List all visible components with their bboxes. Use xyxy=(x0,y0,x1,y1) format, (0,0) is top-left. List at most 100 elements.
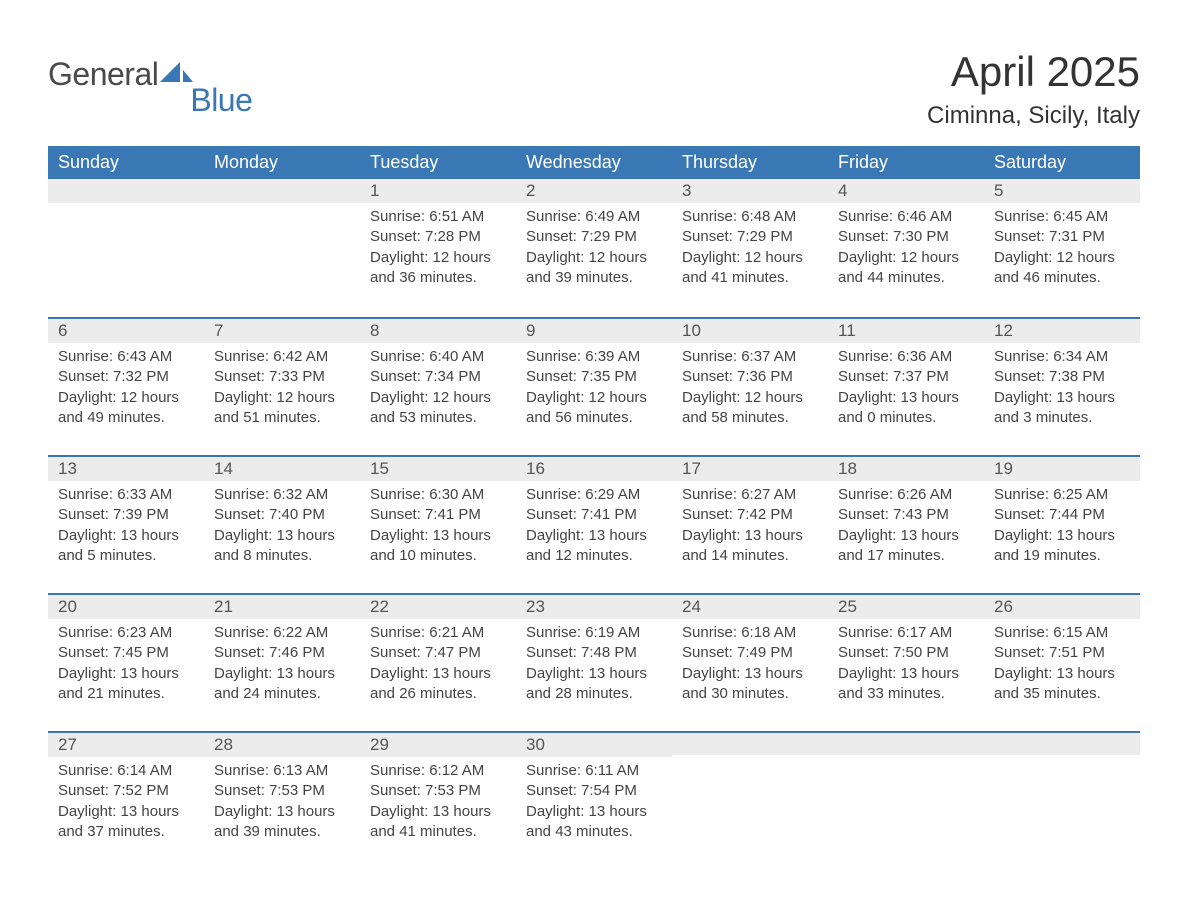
calendar-cell: 28Sunrise: 6:13 AMSunset: 7:53 PMDayligh… xyxy=(204,731,360,869)
day-body: Sunrise: 6:45 AMSunset: 7:31 PMDaylight:… xyxy=(984,203,1140,296)
daylight-text: Daylight: 13 hours and 14 minutes. xyxy=(682,526,818,567)
sunset-text: Sunset: 7:53 PM xyxy=(370,781,506,801)
calendar-cell: 7Sunrise: 6:42 AMSunset: 7:33 PMDaylight… xyxy=(204,317,360,455)
sunset-text: Sunset: 7:28 PM xyxy=(370,227,506,247)
day-number: 4 xyxy=(828,179,984,203)
sunset-text: Sunset: 7:29 PM xyxy=(526,227,662,247)
title-block: April 2025 Ciminna, Sicily, Italy xyxy=(927,48,1140,130)
daylight-text: Daylight: 13 hours and 33 minutes. xyxy=(838,664,974,705)
calendar-cell: 3Sunrise: 6:48 AMSunset: 7:29 PMDaylight… xyxy=(672,179,828,317)
calendar-body: 1Sunrise: 6:51 AMSunset: 7:28 PMDaylight… xyxy=(48,179,1140,869)
day-body: Sunrise: 6:30 AMSunset: 7:41 PMDaylight:… xyxy=(360,481,516,574)
day-body: Sunrise: 6:12 AMSunset: 7:53 PMDaylight:… xyxy=(360,757,516,850)
day-number: 13 xyxy=(48,455,204,481)
daylight-text: Daylight: 13 hours and 5 minutes. xyxy=(58,526,194,567)
weekday-header: Thursday xyxy=(672,146,828,179)
daylight-text: Daylight: 12 hours and 41 minutes. xyxy=(682,248,818,289)
calendar-cell: 15Sunrise: 6:30 AMSunset: 7:41 PMDayligh… xyxy=(360,455,516,593)
sunset-text: Sunset: 7:50 PM xyxy=(838,643,974,663)
day-number: 28 xyxy=(204,731,360,757)
calendar-cell: 6Sunrise: 6:43 AMSunset: 7:32 PMDaylight… xyxy=(48,317,204,455)
weekday-header: Sunday xyxy=(48,146,204,179)
page-title: April 2025 xyxy=(927,48,1140,96)
calendar-cell: 12Sunrise: 6:34 AMSunset: 7:38 PMDayligh… xyxy=(984,317,1140,455)
calendar-cell: 14Sunrise: 6:32 AMSunset: 7:40 PMDayligh… xyxy=(204,455,360,593)
sunrise-text: Sunrise: 6:45 AM xyxy=(994,207,1130,227)
daylight-text: Daylight: 13 hours and 8 minutes. xyxy=(214,526,350,567)
sunrise-text: Sunrise: 6:23 AM xyxy=(58,623,194,643)
calendar-week: 13Sunrise: 6:33 AMSunset: 7:39 PMDayligh… xyxy=(48,455,1140,593)
day-body: Sunrise: 6:22 AMSunset: 7:46 PMDaylight:… xyxy=(204,619,360,712)
day-number: 16 xyxy=(516,455,672,481)
day-body: Sunrise: 6:19 AMSunset: 7:48 PMDaylight:… xyxy=(516,619,672,712)
day-body: Sunrise: 6:49 AMSunset: 7:29 PMDaylight:… xyxy=(516,203,672,296)
day-body: Sunrise: 6:29 AMSunset: 7:41 PMDaylight:… xyxy=(516,481,672,574)
day-body: Sunrise: 6:51 AMSunset: 7:28 PMDaylight:… xyxy=(360,203,516,296)
calendar-cell: 8Sunrise: 6:40 AMSunset: 7:34 PMDaylight… xyxy=(360,317,516,455)
day-number: 11 xyxy=(828,317,984,343)
daylight-text: Daylight: 12 hours and 56 minutes. xyxy=(526,388,662,429)
calendar-cell xyxy=(984,731,1140,869)
sunset-text: Sunset: 7:51 PM xyxy=(994,643,1130,663)
sunrise-text: Sunrise: 6:43 AM xyxy=(58,347,194,367)
sunset-text: Sunset: 7:45 PM xyxy=(58,643,194,663)
calendar-cell: 25Sunrise: 6:17 AMSunset: 7:50 PMDayligh… xyxy=(828,593,984,731)
day-number: 5 xyxy=(984,179,1140,203)
daylight-text: Daylight: 13 hours and 3 minutes. xyxy=(994,388,1130,429)
sunrise-text: Sunrise: 6:34 AM xyxy=(994,347,1130,367)
sunrise-text: Sunrise: 6:26 AM xyxy=(838,485,974,505)
sunset-text: Sunset: 7:34 PM xyxy=(370,367,506,387)
sunset-text: Sunset: 7:52 PM xyxy=(58,781,194,801)
day-number: 26 xyxy=(984,593,1140,619)
day-body: Sunrise: 6:13 AMSunset: 7:53 PMDaylight:… xyxy=(204,757,360,850)
logo: General Blue xyxy=(48,48,254,93)
sunrise-text: Sunrise: 6:49 AM xyxy=(526,207,662,227)
day-body: Sunrise: 6:17 AMSunset: 7:50 PMDaylight:… xyxy=(828,619,984,712)
sunset-text: Sunset: 7:41 PM xyxy=(370,505,506,525)
daylight-text: Daylight: 12 hours and 36 minutes. xyxy=(370,248,506,289)
sunset-text: Sunset: 7:49 PM xyxy=(682,643,818,663)
day-number: 1 xyxy=(360,179,516,203)
sunset-text: Sunset: 7:32 PM xyxy=(58,367,194,387)
day-number xyxy=(672,731,828,755)
sunrise-text: Sunrise: 6:33 AM xyxy=(58,485,194,505)
logo-word2: Blue xyxy=(190,82,252,119)
sunset-text: Sunset: 7:42 PM xyxy=(682,505,818,525)
daylight-text: Daylight: 13 hours and 43 minutes. xyxy=(526,802,662,843)
daylight-text: Daylight: 12 hours and 53 minutes. xyxy=(370,388,506,429)
weekday-header: Tuesday xyxy=(360,146,516,179)
sunset-text: Sunset: 7:31 PM xyxy=(994,227,1130,247)
sunset-text: Sunset: 7:44 PM xyxy=(994,505,1130,525)
day-body: Sunrise: 6:25 AMSunset: 7:44 PMDaylight:… xyxy=(984,481,1140,574)
day-number: 12 xyxy=(984,317,1140,343)
sunrise-text: Sunrise: 6:29 AM xyxy=(526,485,662,505)
day-number: 14 xyxy=(204,455,360,481)
calendar-cell: 11Sunrise: 6:36 AMSunset: 7:37 PMDayligh… xyxy=(828,317,984,455)
calendar-cell: 13Sunrise: 6:33 AMSunset: 7:39 PMDayligh… xyxy=(48,455,204,593)
weekday-header: Friday xyxy=(828,146,984,179)
weekday-header: Monday xyxy=(204,146,360,179)
day-number: 29 xyxy=(360,731,516,757)
day-number: 23 xyxy=(516,593,672,619)
day-number: 24 xyxy=(672,593,828,619)
day-body: Sunrise: 6:46 AMSunset: 7:30 PMDaylight:… xyxy=(828,203,984,296)
sunset-text: Sunset: 7:39 PM xyxy=(58,505,194,525)
sunset-text: Sunset: 7:30 PM xyxy=(838,227,974,247)
daylight-text: Daylight: 12 hours and 58 minutes. xyxy=(682,388,818,429)
sunrise-text: Sunrise: 6:21 AM xyxy=(370,623,506,643)
sunset-text: Sunset: 7:29 PM xyxy=(682,227,818,247)
day-number: 19 xyxy=(984,455,1140,481)
calendar-week: 27Sunrise: 6:14 AMSunset: 7:52 PMDayligh… xyxy=(48,731,1140,869)
daylight-text: Daylight: 12 hours and 44 minutes. xyxy=(838,248,974,289)
day-body: Sunrise: 6:48 AMSunset: 7:29 PMDaylight:… xyxy=(672,203,828,296)
day-body: Sunrise: 6:33 AMSunset: 7:39 PMDaylight:… xyxy=(48,481,204,574)
day-number: 10 xyxy=(672,317,828,343)
day-number: 30 xyxy=(516,731,672,757)
calendar-cell: 21Sunrise: 6:22 AMSunset: 7:46 PMDayligh… xyxy=(204,593,360,731)
sunset-text: Sunset: 7:41 PM xyxy=(526,505,662,525)
day-body: Sunrise: 6:27 AMSunset: 7:42 PMDaylight:… xyxy=(672,481,828,574)
day-number: 25 xyxy=(828,593,984,619)
sunset-text: Sunset: 7:48 PM xyxy=(526,643,662,663)
day-number: 2 xyxy=(516,179,672,203)
day-body: Sunrise: 6:43 AMSunset: 7:32 PMDaylight:… xyxy=(48,343,204,436)
